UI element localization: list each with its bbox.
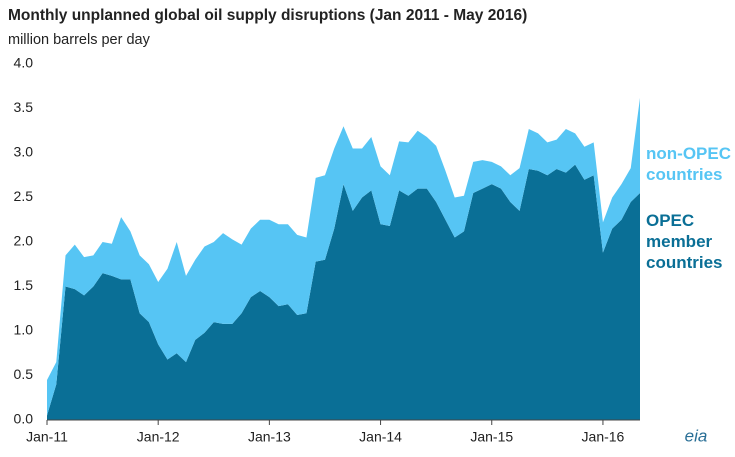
area [47,97,640,416]
y-tick-label: 2.5 [14,188,34,204]
logo: eia [685,426,708,445]
y-tick-label: 3.5 [14,99,34,115]
chart-title: Monthly unplanned global oil supply disr… [8,7,527,24]
chart-subtitle: million barrels per day [8,32,151,48]
x-tick-label: Jan-16 [582,429,625,445]
area [47,164,640,420]
legend-opec: OPEC member countries [646,211,723,272]
y-tick-label: 2.0 [14,233,34,249]
y-tick-label: 1.0 [14,322,34,338]
y-tick-label: 4.0 [14,55,34,71]
y-tick-label: 3.0 [14,144,34,160]
x-tick-label: Jan-12 [137,429,180,445]
x-tick-label: Jan-14 [359,429,402,445]
legend-non-opec: non-OPEC countries [646,144,731,184]
y-tick-label: 0.0 [14,411,34,427]
x-tick-label: Jan-13 [248,429,291,445]
x-tick-label: Jan-15 [470,429,513,445]
y-tick-label: 1.5 [14,277,34,293]
x-tick-label: Jan-11 [26,429,68,445]
y-tick-label: 0.5 [14,366,34,382]
